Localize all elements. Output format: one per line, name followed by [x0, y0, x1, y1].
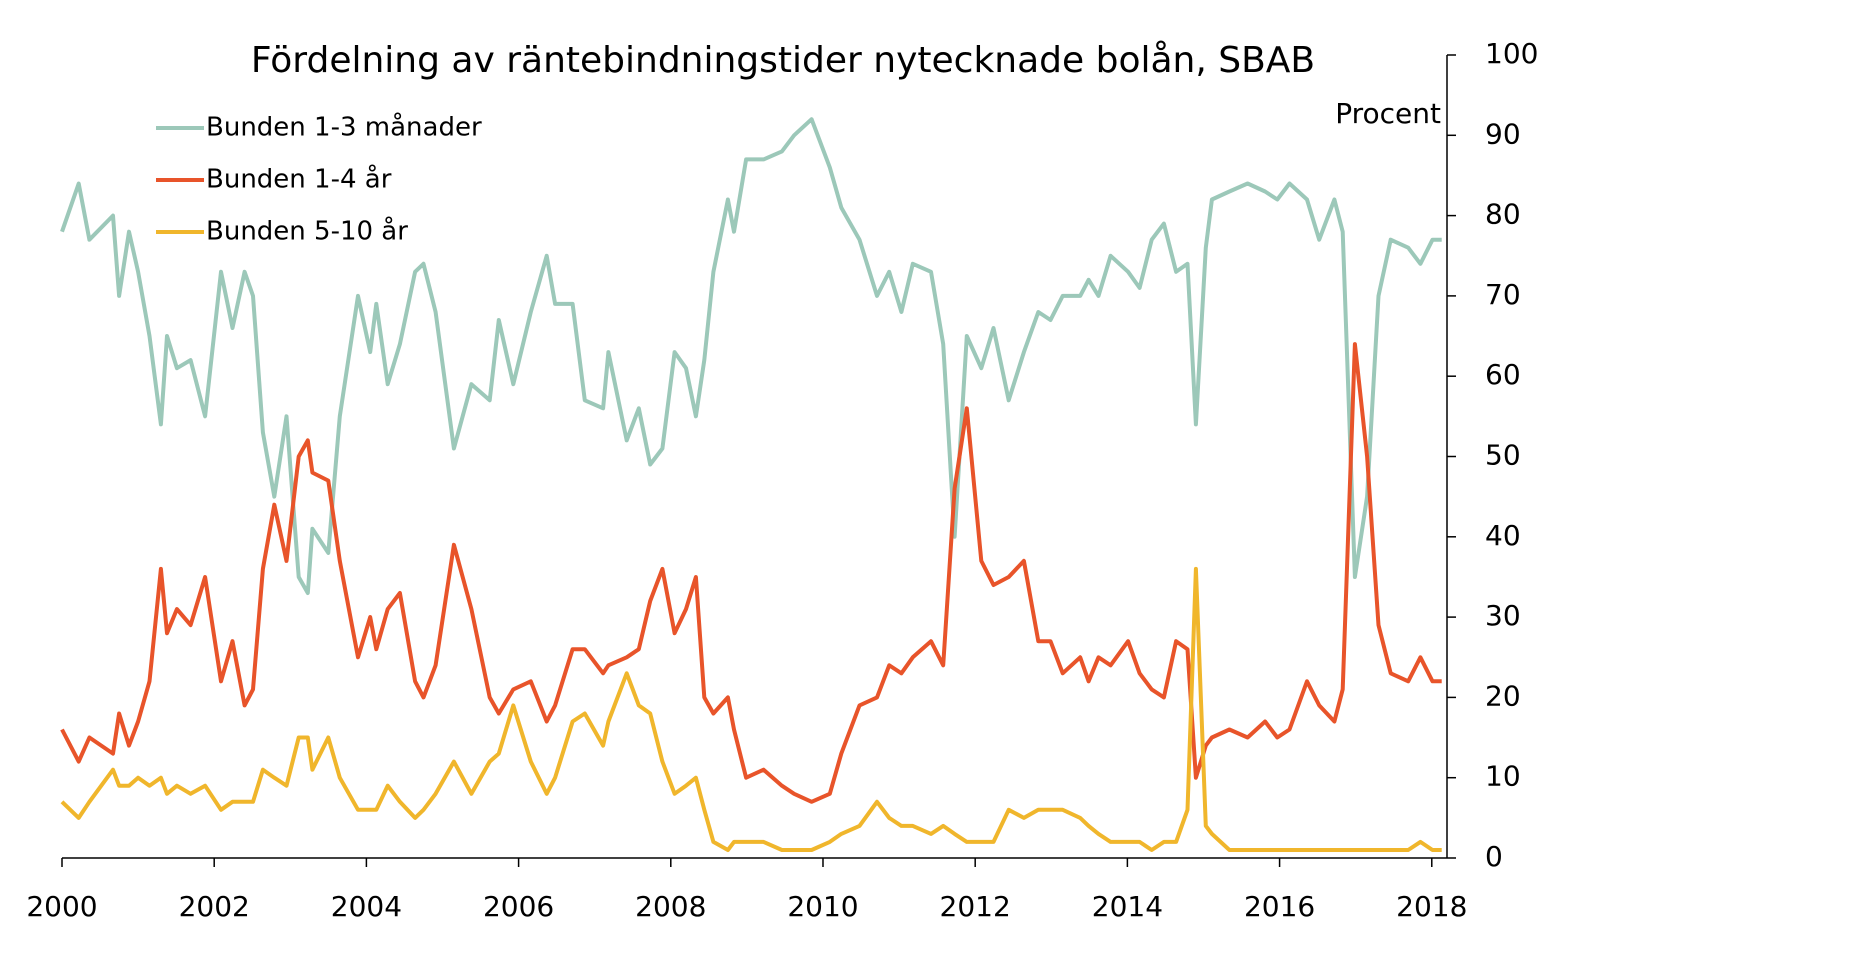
y-tick-label: 60 — [1485, 358, 1521, 391]
x-tick-label: 2018 — [1396, 890, 1467, 923]
y-tick-label: 50 — [1485, 439, 1521, 472]
legend-label: Bunden 1-3 månader — [206, 112, 482, 143]
y-tick-label: 90 — [1485, 117, 1521, 150]
series-line — [60, 342, 1442, 804]
series-line — [60, 566, 1442, 852]
x-tick-label: 2006 — [483, 890, 554, 923]
y-tick-label: 70 — [1485, 278, 1521, 311]
x-tick-label: 2016 — [1244, 890, 1315, 923]
x-tick-label: 2010 — [787, 890, 858, 923]
y-tick-label: 30 — [1485, 599, 1521, 632]
x-tick-label: 2014 — [1092, 890, 1163, 923]
y-tick-label: 20 — [1485, 679, 1521, 712]
chart-title: Fördelning av räntebindningstider nyteck… — [251, 40, 1315, 81]
series-line — [60, 117, 1442, 595]
y-axis-label: Procent — [1335, 97, 1441, 130]
x-tick-label: 2002 — [179, 890, 250, 923]
y-tick-label: 40 — [1485, 519, 1521, 552]
y-tick-label: 100 — [1485, 37, 1538, 70]
y-tick-label: 80 — [1485, 198, 1521, 231]
y-tick-label: 10 — [1485, 760, 1521, 793]
x-tick-label: 2008 — [635, 890, 706, 923]
legend-label: Bunden 5-10 år — [206, 216, 408, 247]
y-tick-label: 0 — [1485, 840, 1503, 873]
legend-label: Bunden 1-4 år — [206, 164, 392, 195]
x-tick-label: 2000 — [26, 890, 97, 923]
x-tick-label: 2012 — [940, 890, 1011, 923]
x-tick-label: 2004 — [331, 890, 402, 923]
